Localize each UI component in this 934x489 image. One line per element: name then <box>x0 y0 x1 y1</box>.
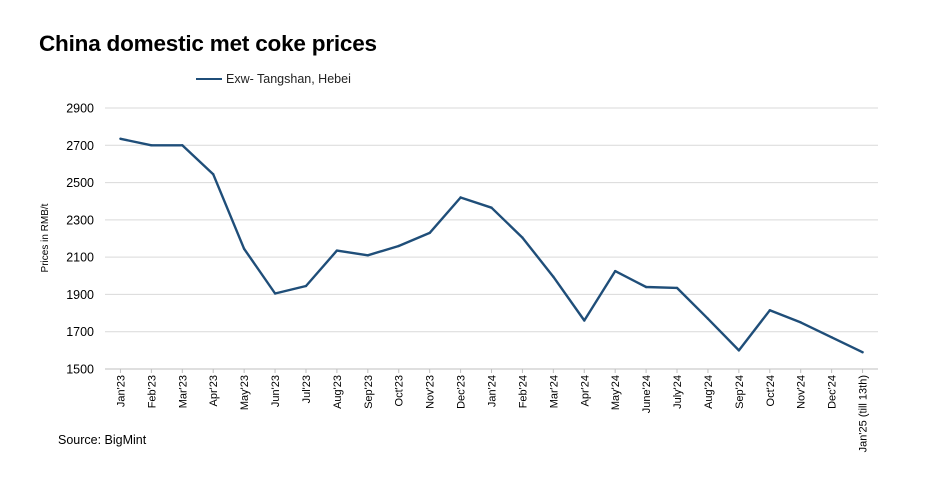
data-point <box>181 144 184 147</box>
data-point <box>737 349 741 352</box>
data-point <box>366 254 369 257</box>
data-point <box>675 286 679 290</box>
data-point <box>119 137 122 140</box>
data-point <box>490 206 493 209</box>
x-tick-label: Dec'23 <box>456 375 468 409</box>
x-tick-label: Mar'24 <box>548 375 560 408</box>
x-tick-label: Aug'23 <box>332 375 344 409</box>
data-point <box>304 284 308 288</box>
y-tick-label: 1700 <box>66 325 94 339</box>
source-note: Source: BigMint <box>58 433 147 447</box>
legend: Exw- Tangshan, Hebei <box>196 71 351 87</box>
legend-swatch <box>196 78 222 80</box>
x-tick-label: Jan'25 (till 13th) <box>858 375 870 452</box>
x-tick-label: Sep'23 <box>363 375 375 409</box>
data-point <box>212 173 215 176</box>
data-point <box>552 275 555 278</box>
x-tick-label: Nov'24 <box>796 375 808 409</box>
x-tick-label: Feb'24 <box>517 375 529 408</box>
y-tick-label: 2700 <box>66 139 94 153</box>
x-tick-label: Jan'23 <box>115 375 127 407</box>
data-point <box>768 309 771 312</box>
x-tick-label: Dec'24 <box>827 375 839 409</box>
data-point <box>273 292 277 295</box>
chart-title: China domestic met coke prices <box>39 31 377 56</box>
x-tick-label: Aug'24 <box>703 375 715 409</box>
y-tick-label: 1500 <box>66 363 94 377</box>
grid-lines <box>105 107 878 370</box>
x-tick-label: June'24 <box>641 375 653 413</box>
x-tick-label: Apr'23 <box>208 375 220 406</box>
y-tick-label: 1900 <box>66 288 94 302</box>
y-tick-label: 2100 <box>66 251 94 265</box>
x-tick-label: Jun'23 <box>270 375 282 407</box>
y-axis: 1500 1700 1900 2100 2300 2500 2700 2900 <box>66 102 94 377</box>
series-line <box>119 137 864 354</box>
y-tick-label: 2900 <box>66 102 94 116</box>
x-tick-label: Sep'24 <box>734 375 746 409</box>
data-point <box>583 319 586 322</box>
x-tick-label: Apr'24 <box>579 375 591 406</box>
y-tick-label: 2300 <box>66 213 94 227</box>
x-tick-label: Jan'24 <box>487 375 499 407</box>
data-point <box>428 231 431 235</box>
series-layer <box>119 137 864 354</box>
data-point <box>830 336 833 339</box>
data-point <box>644 285 648 289</box>
data-point <box>861 351 864 354</box>
x-tick-label: July'24 <box>672 375 684 409</box>
data-point <box>614 269 617 273</box>
data-point <box>706 317 710 320</box>
x-tick-label: Oct'24 <box>765 375 777 406</box>
data-point <box>799 321 802 324</box>
x-tick-label: Oct'23 <box>394 375 406 406</box>
x-tick-label: Mar'23 <box>177 375 189 408</box>
x-axis: Jan'23 Feb'23 Mar'23 Apr'23 May'23 Jun'23 Jul'… <box>115 369 870 452</box>
y-tick-label: 2500 <box>66 176 94 190</box>
x-tick-label: Feb'23 <box>146 375 158 408</box>
data-point <box>397 244 400 248</box>
x-tick-label: Nov'23 <box>425 375 437 409</box>
data-point <box>242 247 246 250</box>
data-point <box>335 249 339 252</box>
legend-label: Exw- Tangshan, Hebei <box>226 72 351 86</box>
x-tick-label: Jul'23 <box>301 375 313 403</box>
data-point <box>459 196 462 199</box>
x-tick-label: May'24 <box>610 375 622 410</box>
y-axis-label: Prices in RMB/t <box>40 203 51 272</box>
data-point <box>150 144 153 147</box>
data-point <box>521 236 524 239</box>
x-tick-label: May'23 <box>239 375 251 410</box>
